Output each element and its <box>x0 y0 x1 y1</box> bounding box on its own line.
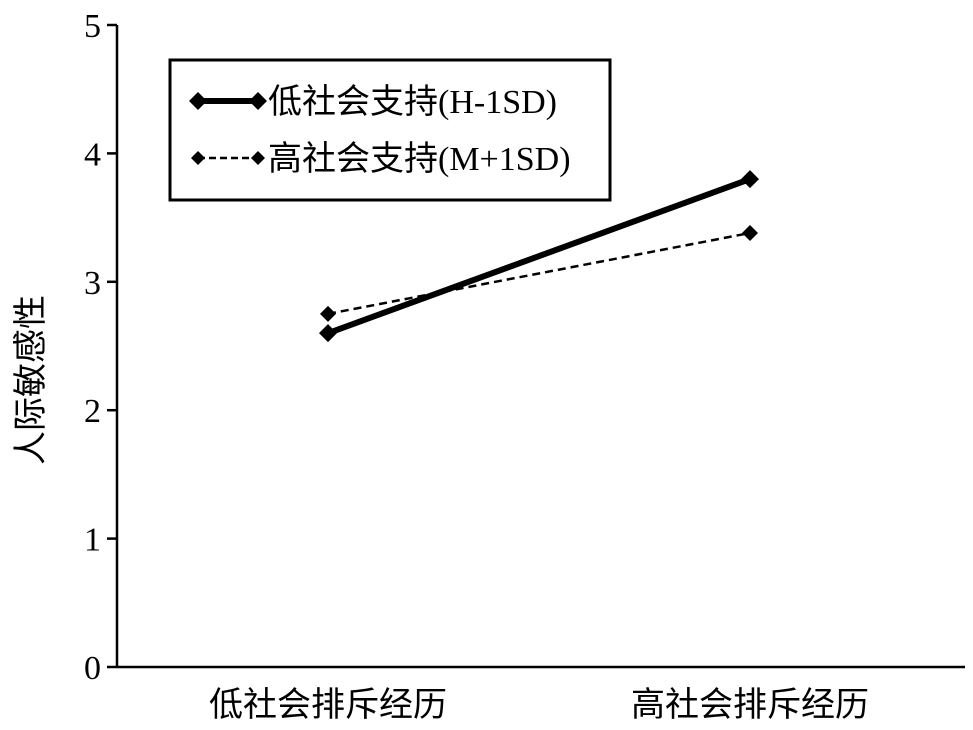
data-point-marker <box>741 170 759 189</box>
data-point-marker <box>320 305 336 322</box>
x-tick-label: 高社会排斥经历 <box>631 686 869 724</box>
y-tick-label: 2 <box>84 393 101 430</box>
data-point-marker <box>742 225 758 242</box>
legend-marker-diamond <box>189 92 207 110</box>
x-tick-label: 低社会排斥经历 <box>209 686 447 724</box>
legend-marker-diamond <box>191 151 205 165</box>
legend-box <box>168 58 612 202</box>
y-tick-label: 4 <box>84 136 101 173</box>
series-line-0 <box>326 176 752 336</box>
y-axis-label: 人际敏感性 <box>12 295 50 465</box>
legend-label: 低社会支持(H-1SD) <box>268 83 557 121</box>
y-tick-label: 5 <box>84 8 101 45</box>
series-line-1 <box>327 231 751 316</box>
legend-marker-diamond <box>249 92 267 110</box>
axes: 0 1 2 3 4 5 低社会排斥经历 高社会排斥经历 <box>84 8 965 724</box>
y-tick-label: 3 <box>84 265 101 302</box>
y-tick-label: 0 <box>84 650 101 687</box>
legend: 低社会支持(H-1SD) 高社会支持(M+1SD) <box>168 58 612 202</box>
legend-label: 高社会支持(M+1SD) <box>268 140 571 178</box>
legend-marker-diamond <box>251 151 265 165</box>
y-tick-label: 1 <box>84 522 101 559</box>
data-point-marker <box>319 324 337 343</box>
series-group <box>319 170 759 343</box>
